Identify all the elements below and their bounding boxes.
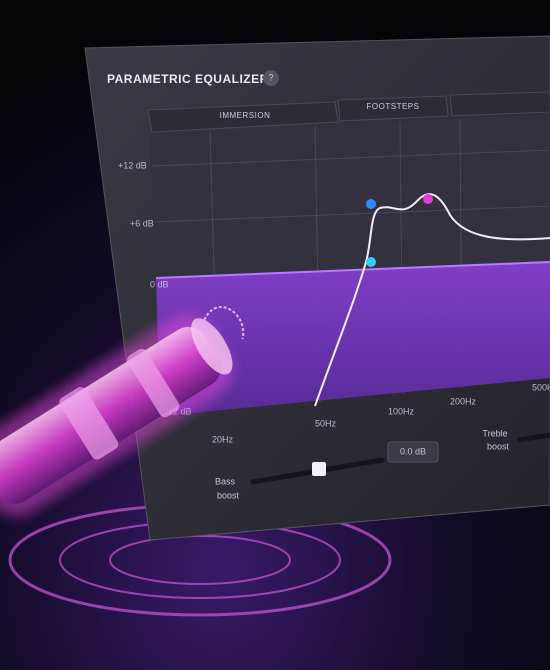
tab-label[interactable]: FOOTSTEPS <box>367 102 420 111</box>
treble-label: boost <box>487 441 510 451</box>
tab-label[interactable]: IMMERSION <box>220 111 271 120</box>
eq-handle[interactable] <box>423 194 433 204</box>
bass-label: Bass <box>215 476 236 486</box>
help-button[interactable] <box>263 70 279 86</box>
bass-value-box[interactable] <box>387 441 439 463</box>
y-label: +6 dB <box>130 218 154 228</box>
eq-handle[interactable] <box>366 257 376 267</box>
x-label: 100Hz <box>388 406 415 416</box>
panel-title: PARAMETRIC EQUALIZER <box>107 72 269 86</box>
x-label: 200Hz <box>450 396 477 406</box>
zero-line <box>155 261 550 279</box>
eq-curve <box>314 193 550 407</box>
x-label: 20Hz <box>212 434 234 444</box>
tab[interactable] <box>147 101 339 133</box>
eq-handle[interactable] <box>366 199 376 209</box>
treble-label: Treble <box>482 428 507 438</box>
bass-slider-thumb[interactable] <box>312 462 326 476</box>
x-label: 50Hz <box>315 418 337 428</box>
treble-slider-track[interactable] <box>517 432 550 443</box>
gain-region <box>156 262 550 416</box>
help-icon[interactable]: ? <box>268 72 273 82</box>
tab[interactable] <box>449 91 550 117</box>
y-label: +12 dB <box>118 160 147 170</box>
glowing-device <box>0 306 245 517</box>
y-label: 0 dB <box>150 279 169 289</box>
x-label: 500Hz <box>532 382 550 392</box>
bass-label: boost <box>217 490 240 500</box>
tab[interactable] <box>337 95 449 122</box>
bass-value: 0.0 dB <box>400 446 426 456</box>
